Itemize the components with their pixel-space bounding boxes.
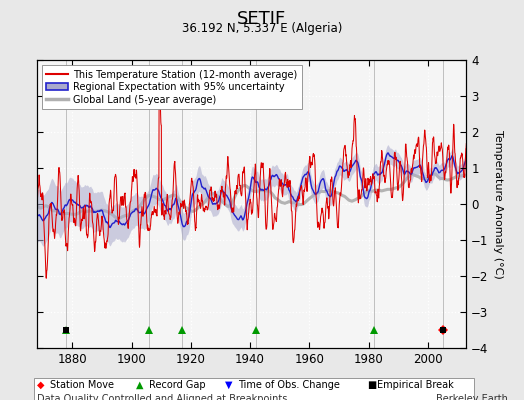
Text: Time of Obs. Change: Time of Obs. Change: [238, 380, 340, 390]
Text: ▼: ▼: [225, 380, 233, 390]
Text: ▲: ▲: [136, 380, 144, 390]
Text: SETIF: SETIF: [237, 10, 287, 28]
Text: ◆: ◆: [37, 380, 44, 390]
Text: Data Quality Controlled and Aligned at Breakpoints: Data Quality Controlled and Aligned at B…: [37, 394, 287, 400]
Text: Empirical Break: Empirical Break: [377, 380, 454, 390]
Text: Station Move: Station Move: [50, 380, 114, 390]
Text: Berkeley Earth: Berkeley Earth: [436, 394, 508, 400]
Legend: This Temperature Station (12-month average), Regional Expectation with 95% uncer: This Temperature Station (12-month avera…: [41, 65, 302, 110]
Text: 36.192 N, 5.337 E (Algeria): 36.192 N, 5.337 E (Algeria): [182, 22, 342, 35]
Y-axis label: Temperature Anomaly (°C): Temperature Anomaly (°C): [493, 130, 503, 278]
Text: ■: ■: [367, 380, 376, 390]
Text: Record Gap: Record Gap: [149, 380, 206, 390]
